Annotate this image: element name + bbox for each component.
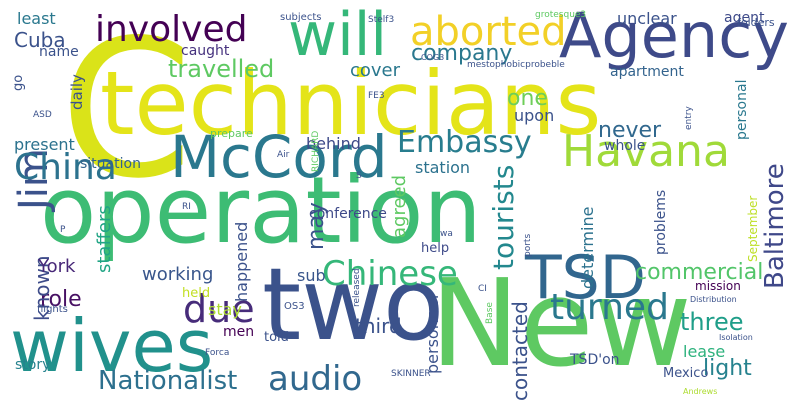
word: travelled <box>168 55 275 83</box>
word: TSD'on <box>570 352 620 368</box>
word: CI <box>478 284 487 294</box>
word: Stelf3 <box>368 15 395 25</box>
word: lease <box>683 342 726 361</box>
word: agreed <box>389 174 410 238</box>
word: entry <box>684 106 694 130</box>
word: will <box>288 0 388 70</box>
word: staffers <box>94 205 115 273</box>
word: conference <box>309 206 387 222</box>
word: C <box>60 0 193 220</box>
word: third <box>355 314 402 338</box>
word: agent <box>724 10 765 26</box>
word: FE3 <box>368 91 385 101</box>
word: apartment <box>610 64 684 80</box>
word: daily <box>68 74 86 110</box>
word: present <box>14 135 75 154</box>
word: tourists <box>487 164 520 270</box>
word: Forca <box>205 348 230 358</box>
word: September <box>746 195 760 262</box>
word: one <box>507 86 548 111</box>
word: S <box>356 171 362 181</box>
word: China <box>14 147 117 188</box>
word: Isolation <box>719 333 753 342</box>
word: Chinese <box>322 254 458 294</box>
word: New <box>430 255 692 394</box>
word: Havana <box>562 126 730 177</box>
word: least <box>17 9 56 28</box>
word: never <box>598 118 662 143</box>
word: Embassy <box>397 125 532 160</box>
word: prepare <box>210 127 253 140</box>
word: contacted <box>508 301 532 401</box>
word: personal <box>734 79 750 140</box>
word: TSD <box>525 243 646 313</box>
word: cover <box>350 60 401 81</box>
word: released <box>352 268 362 307</box>
word: operation <box>40 157 482 264</box>
word: name <box>39 44 79 60</box>
word: Andrews <box>683 387 718 396</box>
word: unclear <box>617 9 677 28</box>
word: two <box>262 246 445 363</box>
word: COG3 <box>421 53 445 62</box>
word: technicians <box>100 52 602 155</box>
word: Agency <box>559 0 789 72</box>
word: Base <box>485 302 495 324</box>
word: wa <box>440 229 453 239</box>
word: station <box>415 158 471 177</box>
word: subjects <box>280 12 322 23</box>
word: role <box>40 287 82 312</box>
word: go <box>11 74 26 91</box>
word: due <box>183 287 255 331</box>
word: involved <box>95 9 248 50</box>
word: OS3 <box>284 301 305 312</box>
word: behind <box>306 134 361 153</box>
word: RICHARD <box>311 130 321 172</box>
word: upon <box>514 106 555 125</box>
word: determine <box>578 206 597 289</box>
word: turned <box>550 287 669 328</box>
word: Baltimore <box>760 163 790 289</box>
word: mestophobicprobeble <box>467 60 565 70</box>
word: audio <box>268 359 363 399</box>
word: mission <box>695 279 741 293</box>
word: York <box>38 256 76 277</box>
word: Mexico <box>663 366 709 381</box>
word: aborted <box>410 9 567 55</box>
word: Distribution <box>690 295 737 304</box>
word: help <box>421 241 450 256</box>
word: Cuba <box>14 28 66 52</box>
word: SKINNER <box>391 369 431 379</box>
word: P <box>60 225 66 235</box>
word: men <box>223 324 255 340</box>
word: flights <box>37 304 68 315</box>
word: three <box>680 308 744 336</box>
word: folders <box>737 16 775 29</box>
word: personnel <box>423 294 442 374</box>
word: commercial <box>635 260 764 285</box>
word: Nationalist <box>98 366 238 396</box>
word: held <box>182 286 211 301</box>
word: ASD <box>33 110 52 120</box>
word: story <box>15 357 51 373</box>
word: company <box>411 41 513 66</box>
word: problems <box>653 189 669 255</box>
word: light <box>703 356 752 381</box>
word: working <box>142 264 214 285</box>
word: told <box>264 330 289 345</box>
word: caught <box>181 43 230 59</box>
word: RI <box>182 202 191 212</box>
word: sub <box>297 266 326 285</box>
word: whole <box>604 138 646 154</box>
word: wives <box>10 304 214 388</box>
word: McCord <box>170 123 388 191</box>
word: happened <box>232 221 251 302</box>
word: ports <box>523 233 533 257</box>
word: Air <box>277 150 290 160</box>
word: stay <box>208 300 242 319</box>
word: grotesque3 <box>535 10 587 20</box>
word: situation <box>80 156 141 172</box>
